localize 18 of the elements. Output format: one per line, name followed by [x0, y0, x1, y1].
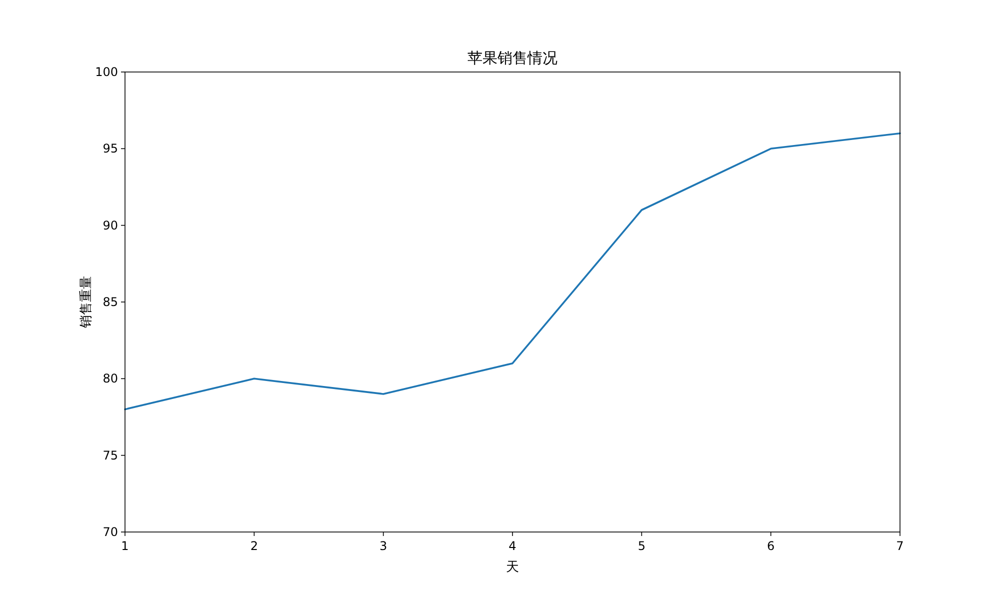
y-tick-label: 75 — [102, 448, 118, 462]
x-tick-label: 3 — [380, 539, 388, 553]
x-axis-title: 天 — [506, 560, 519, 575]
y-tick-label: 85 — [102, 295, 118, 309]
y-tick-label: 90 — [102, 218, 118, 232]
x-tick-label: 1 — [121, 539, 129, 553]
chart-title: 苹果销售情况 — [468, 49, 558, 67]
line-series — [124, 132, 901, 410]
x-tick-label: 4 — [508, 539, 516, 553]
x-tick-label: 6 — [767, 539, 775, 553]
x-tick-label: 7 — [896, 539, 904, 553]
y-tick-label: 80 — [102, 372, 118, 386]
y-tick-label: 100 — [95, 65, 118, 79]
x-tick-label: 2 — [250, 539, 258, 553]
y-axis-title: 销售重量 — [79, 276, 94, 329]
y-tick-label: 95 — [102, 142, 118, 156]
x-tick-label: 5 — [638, 539, 646, 553]
y-tick-label: 70 — [102, 525, 118, 539]
